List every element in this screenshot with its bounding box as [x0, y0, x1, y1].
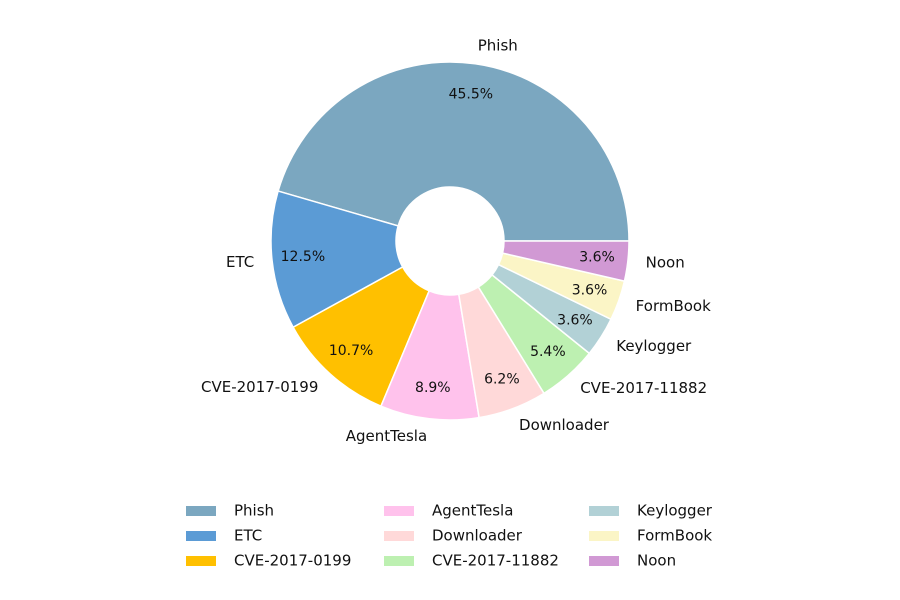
pct-label-phish: 45.5% [449, 86, 493, 102]
pct-label-noon: 3.6% [579, 250, 615, 266]
legend-swatch-agenttesla [384, 506, 414, 516]
legend-entry-agenttesla: AgentTesla [384, 502, 513, 520]
legend-entry-keylogger: Keylogger [589, 502, 713, 520]
legend-entry-cve-2017-11882: CVE-2017-11882 [384, 552, 559, 570]
pct-label-keylogger: 3.6% [557, 312, 593, 328]
legend-entry-formbook: FormBook [589, 527, 712, 545]
legend-entry-etc: ETC [186, 527, 262, 545]
legend-entry-cve-2017-0199: CVE-2017-0199 [186, 552, 351, 570]
legend-swatch-noon [589, 556, 619, 566]
pct-label-cve-2017-11882: 5.4% [530, 344, 566, 360]
legend-entry-phish: Phish [186, 502, 274, 520]
legend-label-downloader: Downloader [432, 527, 523, 545]
legend: Phish ETC CVE-2017-0199 AgentTesla Downloade… [186, 502, 713, 570]
legend-swatch-formbook [589, 531, 619, 541]
legend-swatch-downloader [384, 531, 414, 541]
pct-label-formbook: 3.6% [572, 282, 608, 298]
pct-label-agenttesla: 8.9% [415, 380, 451, 396]
category-label-etc: ETC [226, 253, 254, 271]
category-label-downloader: Downloader [519, 416, 610, 434]
legend-label-agenttesla: AgentTesla [432, 502, 513, 520]
legend-swatch-phish [186, 506, 216, 516]
category-label-noon: Noon [646, 254, 685, 272]
category-label-phish: Phish [478, 37, 518, 55]
pie-slices [270, 61, 630, 421]
pct-label-downloader: 6.2% [484, 372, 520, 388]
legend-entry-downloader: Downloader [384, 527, 523, 545]
slice-phish [277, 61, 630, 242]
category-label-cve-2017-0199: CVE-2017-0199 [201, 378, 318, 396]
legend-swatch-cve-2017-11882 [384, 556, 414, 566]
pct-label-etc: 12.5% [281, 249, 325, 265]
category-label-keylogger: Keylogger [616, 337, 692, 355]
category-label-cve-2017-11882: CVE-2017-11882 [580, 379, 707, 397]
legend-entry-noon: Noon [589, 552, 676, 570]
legend-swatch-keylogger [589, 506, 619, 516]
legend-label-noon: Noon [637, 552, 676, 570]
percentage-labels: 45.5% 12.5% 10.7% 8.9% 6.2% 5.4% 3.6% 3.6% 3.6% [281, 86, 615, 396]
category-labels: Phish ETC CVE-2017-0199 AgentTesla Downloade… [201, 37, 711, 446]
pct-label-cve-2017-0199: 10.7% [329, 343, 373, 359]
slice-noon [501, 240, 630, 283]
legend-label-phish: Phish [234, 502, 274, 520]
category-label-agenttesla: AgentTesla [346, 427, 427, 445]
legend-swatch-etc [186, 531, 216, 541]
legend-label-etc: ETC [234, 527, 262, 545]
slice-etc [270, 190, 404, 329]
legend-label-cve-2017-11882: CVE-2017-11882 [432, 552, 559, 570]
category-label-formbook: FormBook [636, 297, 711, 315]
legend-label-keylogger: Keylogger [637, 502, 713, 520]
legend-swatch-cve-2017-0199 [186, 556, 216, 566]
legend-label-formbook: FormBook [637, 527, 712, 545]
legend-label-cve-2017-0199: CVE-2017-0199 [234, 552, 351, 570]
